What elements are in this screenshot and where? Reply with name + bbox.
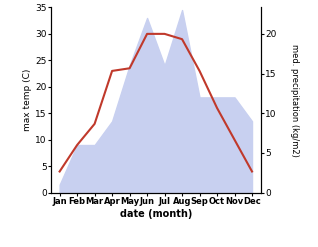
- X-axis label: date (month): date (month): [120, 209, 192, 219]
- Y-axis label: med. precipitation (kg/m2): med. precipitation (kg/m2): [290, 44, 299, 156]
- Y-axis label: max temp (C): max temp (C): [24, 69, 32, 131]
